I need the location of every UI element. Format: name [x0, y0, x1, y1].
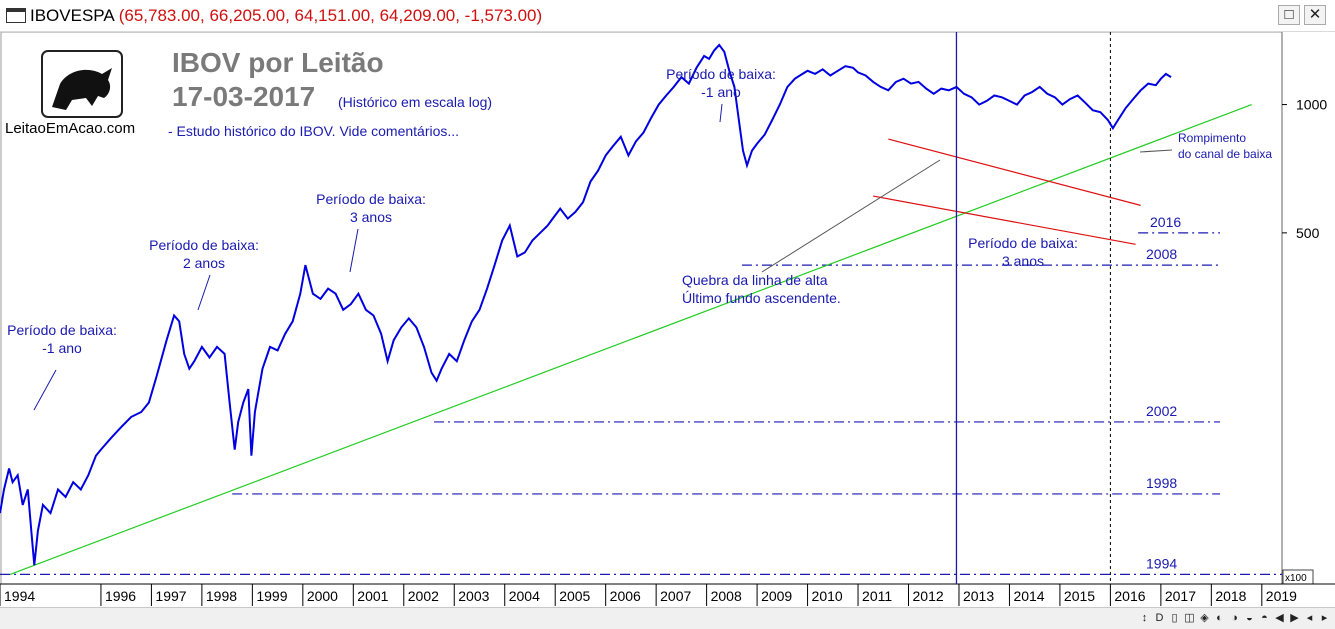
- annotation-text: -1 ano: [42, 340, 82, 356]
- annotation-pointer: [1139, 149, 1173, 153]
- annotation-pointer: [761, 159, 941, 273]
- plot-layer: 1000 500 x100 1994 1996 1997 1998 1999 2000 2001 2…: [0, 31, 1335, 606]
- x-tick-label: 2012: [913, 588, 944, 604]
- annotation-text: Período de baixa:: [149, 237, 259, 253]
- annotation-pointer: [349, 228, 359, 273]
- annotation-pointer: [197, 274, 211, 311]
- channel-top-line: [888, 138, 1141, 206]
- nav-button[interactable]: ▶: [1290, 612, 1299, 624]
- x-tick-label: 2017: [1165, 588, 1196, 604]
- annotation-text: Último fundo ascendente.: [682, 290, 841, 306]
- support-label: 2008: [1146, 246, 1177, 262]
- annotation-text: Período de baixa:: [7, 322, 117, 338]
- logo-text: LeitaoEmAcao.com: [5, 120, 135, 137]
- annotation-text: 3 anos: [1002, 253, 1044, 269]
- y-tick-label: 500: [1296, 225, 1320, 241]
- x-tick-label: 1997: [155, 588, 186, 604]
- annotation-text: -1 ano: [701, 84, 741, 100]
- chart-date: 17-03-2017: [172, 81, 315, 112]
- x-tick-label: 2013: [963, 588, 994, 604]
- y-tick-label: 1000: [1296, 97, 1327, 113]
- y-unit-label: x100: [1285, 573, 1307, 584]
- x-tick-label: 2009: [761, 588, 792, 604]
- x-tick-label: 1998: [206, 588, 237, 604]
- x-tick-label: 2008: [711, 588, 742, 604]
- x-tick-label: 2003: [458, 588, 489, 604]
- support-label: 1998: [1146, 475, 1177, 491]
- x-tick-label: 2010: [812, 588, 843, 604]
- x-tick-label: 2019: [1266, 588, 1297, 604]
- nav-button[interactable]: ↕: [1141, 612, 1148, 624]
- nav-button[interactable]: ◀: [1275, 612, 1284, 624]
- annotation-text: 3 anos: [350, 209, 392, 225]
- x-tick-label: 2006: [610, 588, 641, 604]
- x-tick-label: 2007: [660, 588, 691, 604]
- x-tick-label: 1996: [105, 588, 136, 604]
- support-label: 1994: [1146, 555, 1177, 571]
- trend-line-green: [9, 104, 1252, 575]
- nav-button[interactable]: ◈: [1200, 612, 1209, 624]
- nav-button[interactable]: ◫: [1184, 612, 1195, 624]
- pig-logo-icon: [52, 68, 112, 110]
- channel-bottom-line: [873, 195, 1136, 245]
- annotation-text: Rompimento: [1178, 131, 1246, 145]
- support-label: 2002: [1146, 403, 1177, 419]
- x-tick-label: 2002: [408, 588, 439, 604]
- restore-button[interactable]: □: [1278, 5, 1300, 25]
- annotation-text: Quebra da linha de alta: [682, 272, 828, 288]
- x-tick-label: 2001: [357, 588, 388, 604]
- chart-subtitle: (Histórico em escala log): [338, 94, 492, 110]
- chart-note: - Estudo histórico do IBOV. Vide comentá…: [168, 123, 459, 139]
- x-tick-label: 2000: [307, 588, 338, 604]
- x-tick-label: 2005: [559, 588, 590, 604]
- nav-button[interactable]: ▯: [1171, 612, 1178, 624]
- nav-button[interactable]: ◐: [1216, 612, 1223, 624]
- price-series-line: [0, 43, 1172, 566]
- ticker-values: (65,783.00, 66,205.00, 64,151.00, 64,209…: [118, 6, 543, 25]
- support-label: 2016: [1150, 214, 1181, 230]
- nav-button[interactable]: D: [1155, 612, 1164, 624]
- ibov-chart: LeitaoEmAcao.com IBOV por Leitão 17-03-2…: [0, 31, 1335, 606]
- nav-button[interactable]: ▸: [1321, 612, 1328, 624]
- nav-button[interactable]: ◓: [1261, 612, 1268, 624]
- annotation-text: do canal de baixa: [1178, 147, 1272, 161]
- ticker-name: IBOVESPA: [30, 6, 115, 25]
- navigation-bar: ↕ D ▯ ◫ ◈ ◐ ◑ ◒ ◓ ◀ ▶ ◂ ▸: [0, 607, 1335, 629]
- nav-button[interactable]: ◑: [1231, 612, 1238, 624]
- annotation-text: Período de baixa:: [968, 235, 1078, 251]
- x-tick-label: 2016: [1114, 588, 1145, 604]
- annotation-pointer: [719, 103, 723, 123]
- x-tick-label: 2004: [509, 588, 540, 604]
- x-tick-label: 2011: [862, 588, 892, 604]
- chart-area: LeitaoEmAcao.com IBOV por Leitão 17-03-2…: [0, 31, 1335, 629]
- nav-button[interactable]: ◂: [1306, 612, 1313, 624]
- window-icon: [6, 8, 26, 23]
- x-tick-label: 2015: [1064, 588, 1095, 604]
- annotation-pointer: [33, 369, 57, 411]
- annotation-text: 2 anos: [183, 255, 225, 271]
- chart-title: IBOV por Leitão: [172, 47, 384, 78]
- close-button[interactable]: ✕: [1304, 5, 1326, 25]
- plot-frame: [0, 31, 1283, 585]
- logo: [41, 50, 123, 118]
- x-tick-label: 2014: [1013, 588, 1044, 604]
- window-titlebar: IBOVESPA (65,783.00, 66,205.00, 64,151.00…: [0, 0, 1335, 32]
- x-tick-label: 1994: [4, 588, 35, 604]
- x-tick-label: 1999: [256, 588, 287, 604]
- annotation-text: Período de baixa:: [666, 66, 776, 82]
- nav-button[interactable]: ◒: [1246, 612, 1253, 624]
- window-title: IBOVESPA (65,783.00, 66,205.00, 64,151.00…: [30, 6, 542, 26]
- annotation-text: Período de baixa:: [316, 191, 426, 207]
- x-tick-label: 2018: [1215, 588, 1246, 604]
